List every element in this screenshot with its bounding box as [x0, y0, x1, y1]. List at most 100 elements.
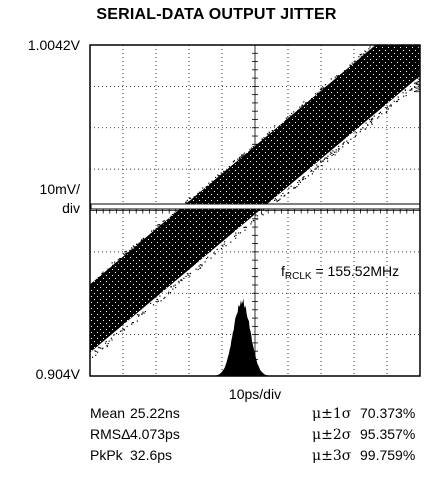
trace-noise-dot	[219, 176, 221, 178]
trace-noise-dot	[129, 249, 131, 251]
trace-noise-dot	[274, 125, 276, 127]
trace-noise-dot	[223, 170, 225, 172]
trace-noise-dot	[200, 191, 202, 193]
trace-noise-dot	[377, 117, 379, 119]
trace-noise-dot	[204, 261, 206, 263]
trace-noise-dot	[371, 120, 373, 122]
trace-noise-dot	[108, 270, 110, 272]
trace-noise-dot	[354, 61, 356, 63]
part-number: MAX3693-06	[413, 46, 422, 93]
trace-noise-dot	[226, 172, 228, 174]
trace-noise-dot	[263, 209, 265, 211]
trace-noise-dot	[324, 157, 326, 159]
trace-noise-dot	[358, 58, 360, 61]
trace-noise-dot	[282, 192, 284, 195]
trace-noise-dot	[257, 146, 259, 148]
trace-noise-dot	[132, 250, 134, 253]
trace-noise-dot	[379, 39, 380, 40]
trace-noise-dot	[129, 250, 132, 252]
trace-noise-dot	[298, 180, 301, 182]
trace-noise-dot	[369, 118, 371, 121]
trace-noise-dot	[363, 56, 365, 58]
trace-noise-dot	[210, 184, 212, 186]
trace-noise-dot	[400, 22, 401, 23]
trace-noise-dot	[371, 118, 373, 120]
stat-row-2sigma: μ±2σ 95.357%	[312, 424, 415, 445]
trace-noise-dot	[279, 198, 281, 200]
trace-noise-dot	[344, 70, 346, 72]
trace-noise-dot	[178, 280, 180, 283]
trace-noise-dot	[324, 86, 326, 88]
trace-noise-dot	[350, 138, 352, 140]
trace-noise-dot	[138, 314, 140, 316]
stat-name: RMSΔ	[90, 426, 131, 442]
trace-noise-dot	[106, 344, 108, 347]
trace-noise-dot	[322, 160, 325, 162]
trace-noise-dot	[274, 199, 276, 201]
trace-noise-dot	[155, 228, 157, 230]
trace-noise-dot	[114, 263, 116, 265]
trace-noise-dot	[393, 30, 394, 31]
trace-noise-dot	[351, 62, 353, 64]
trace-noise-dot	[234, 235, 236, 237]
trace-noise-dot	[151, 230, 153, 232]
trace-noise-dot	[126, 325, 128, 328]
trace-noise-dot	[243, 152, 245, 154]
trace-noise-dot	[354, 136, 356, 138]
trace-noise-dot	[329, 153, 331, 155]
trace-noise-dot	[334, 76, 336, 78]
trace-noise-dot	[369, 46, 371, 48]
trace-noise-dot	[404, 22, 405, 23]
trace-noise-dot	[305, 102, 307, 104]
trace-noise-dot	[289, 115, 291, 117]
trace-noise-dot	[250, 147, 253, 149]
trace-noise-dot	[285, 120, 287, 122]
trace-noise-dot	[186, 273, 189, 275]
trace-noise-dot	[407, 18, 408, 19]
trace-noise-dot	[346, 140, 348, 142]
trace-noise-dot	[390, 104, 392, 106]
trace-noise-dot	[286, 118, 288, 120]
crossing-threshold-bar	[90, 203, 420, 210]
trace-noise-dot	[287, 192, 289, 194]
trace-noise-dot	[224, 241, 226, 243]
trace-noise-dot	[195, 196, 197, 198]
trace-noise-dot	[233, 160, 235, 162]
trace-noise-dot	[170, 285, 172, 287]
trace-noise-dot	[119, 260, 121, 262]
trace-noise-dot	[144, 311, 146, 313]
trace-noise-dot	[244, 226, 246, 228]
trace-noise-dot	[377, 42, 378, 43]
trace-noise-dot	[409, 89, 411, 91]
trace-noise-dot	[360, 54, 362, 56]
trace-noise-dot	[221, 174, 223, 176]
trace-noise-dot	[299, 181, 301, 183]
trace-noise-dot	[343, 72, 345, 74]
trace-noise-dot	[397, 96, 399, 98]
trace-noise-dot	[419, 10, 420, 11]
trace-noise-dot	[267, 133, 269, 135]
trace-noise-dot	[342, 142, 344, 144]
trace-noise-dot	[185, 275, 187, 278]
trace-noise-dot	[324, 84, 327, 86]
stat-value: 99.759%	[360, 447, 416, 463]
trace-noise-dot	[287, 116, 289, 118]
trace-noise-dot	[268, 132, 270, 134]
trace-noise-dot	[285, 117, 287, 119]
trace-noise-dot	[371, 117, 373, 119]
trace-noise-dot	[369, 120, 371, 123]
trace-noise-dot	[312, 171, 314, 173]
trace-noise-dot	[271, 129, 273, 132]
trace-noise-dot	[303, 101, 305, 103]
trace-noise-dot	[157, 225, 159, 227]
stats-right: μ±1σ 70.373% μ±2σ 95.357% μ±3σ 99.759%	[312, 403, 415, 466]
trace-noise-dot	[157, 300, 159, 302]
trace-noise-dot	[333, 151, 336, 153]
trace-noise-dot	[337, 75, 340, 77]
stats-left: Mean 25.22ns RMSΔ4.073ps PkPk 32.6ps	[90, 403, 180, 466]
trace-noise-dot	[117, 259, 119, 261]
trace-noise-dot	[257, 218, 259, 220]
trace-noise-dot	[347, 142, 349, 144]
trace-noise-dot	[403, 95, 405, 97]
trace-noise-dot	[315, 167, 317, 169]
